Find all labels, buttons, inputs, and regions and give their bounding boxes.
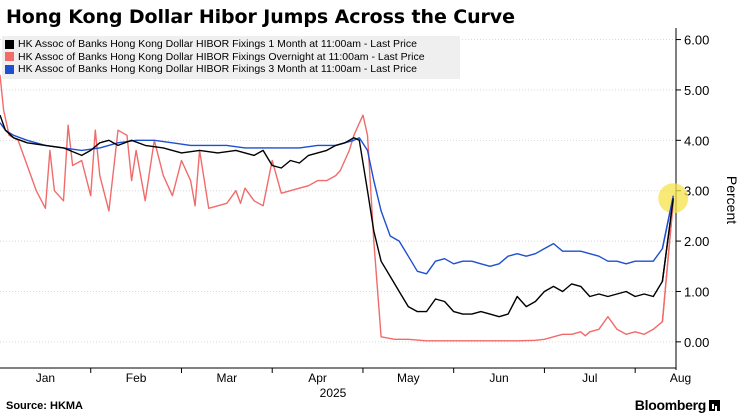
chart-title: Hong Kong Dollar Hibor Jumps Across the … xyxy=(6,6,515,28)
y-tick-label: 6.00 xyxy=(684,33,709,48)
y-tick-label: 5.00 xyxy=(684,83,709,98)
highlight-marker xyxy=(658,183,689,322)
y-tick-label: 3.00 xyxy=(684,184,709,199)
x-tick-label: May xyxy=(397,371,420,385)
brand-text: Bloomberg xyxy=(634,397,707,413)
legend-swatch-1-month xyxy=(5,39,14,49)
legend-item-1-month: HK Assoc of Banks Hong Kong Dollar HIBOR… xyxy=(2,38,460,51)
y-tick-label: 0.00 xyxy=(684,335,709,350)
series-end-segment xyxy=(661,195,674,249)
source-note: Source: HKMA xyxy=(6,400,84,412)
legend-label-overnight: HK Assoc of Banks Hong Kong Dollar HIBOR… xyxy=(18,50,425,63)
x-tick-label: Aug xyxy=(670,371,691,385)
y-tick-label: 4.00 xyxy=(684,133,709,148)
bloomberg-logo: Bloomberg xyxy=(635,397,720,413)
x-tick-label: Jan xyxy=(36,371,55,385)
x-tick-label: Jun xyxy=(489,371,508,385)
legend-item-overnight: HK Assoc of Banks Hong Kong Dollar HIBOR… xyxy=(2,51,460,64)
y-axis-ticks: 0.00 1.00 2.00 3.00 4.00 5.00 6.00 xyxy=(675,28,709,370)
gridlines xyxy=(0,39,676,343)
legend-swatch-3-month xyxy=(5,64,14,74)
x-tick-label: Mar xyxy=(217,371,238,385)
chart-legend: HK Assoc of Banks Hong Kong Dollar HIBOR… xyxy=(2,36,460,79)
series-end-segment xyxy=(661,200,674,322)
x-tick-label: Feb xyxy=(126,371,147,385)
series-line-one-month xyxy=(0,114,674,318)
series-line-overnight xyxy=(0,74,674,342)
x-tick-label: Jul xyxy=(582,371,597,385)
legend-item-3-month: HK Assoc of Banks Hong Kong Dollar HIBOR… xyxy=(2,63,460,76)
x-tick-label: Apr xyxy=(308,371,327,385)
x-axis-ticks: Jan Feb Mar Apr May Jun Jul Aug xyxy=(0,367,691,385)
legend-swatch-overnight xyxy=(5,52,14,62)
y-tick-label: 2.00 xyxy=(684,234,709,249)
series-lines xyxy=(0,74,674,342)
series-line-three-month xyxy=(0,122,674,275)
x-axis-year-label: 2025 xyxy=(320,386,347,400)
bloomberg-mark-icon xyxy=(709,399,720,411)
y-axis-label: Percent xyxy=(724,175,740,225)
series-end-segment xyxy=(661,198,674,282)
legend-label-3-month: HK Assoc of Banks Hong Kong Dollar HIBOR… xyxy=(18,63,417,76)
legend-label-1-month: HK Assoc of Banks Hong Kong Dollar HIBOR… xyxy=(18,38,417,51)
y-tick-label: 1.00 xyxy=(684,284,709,299)
